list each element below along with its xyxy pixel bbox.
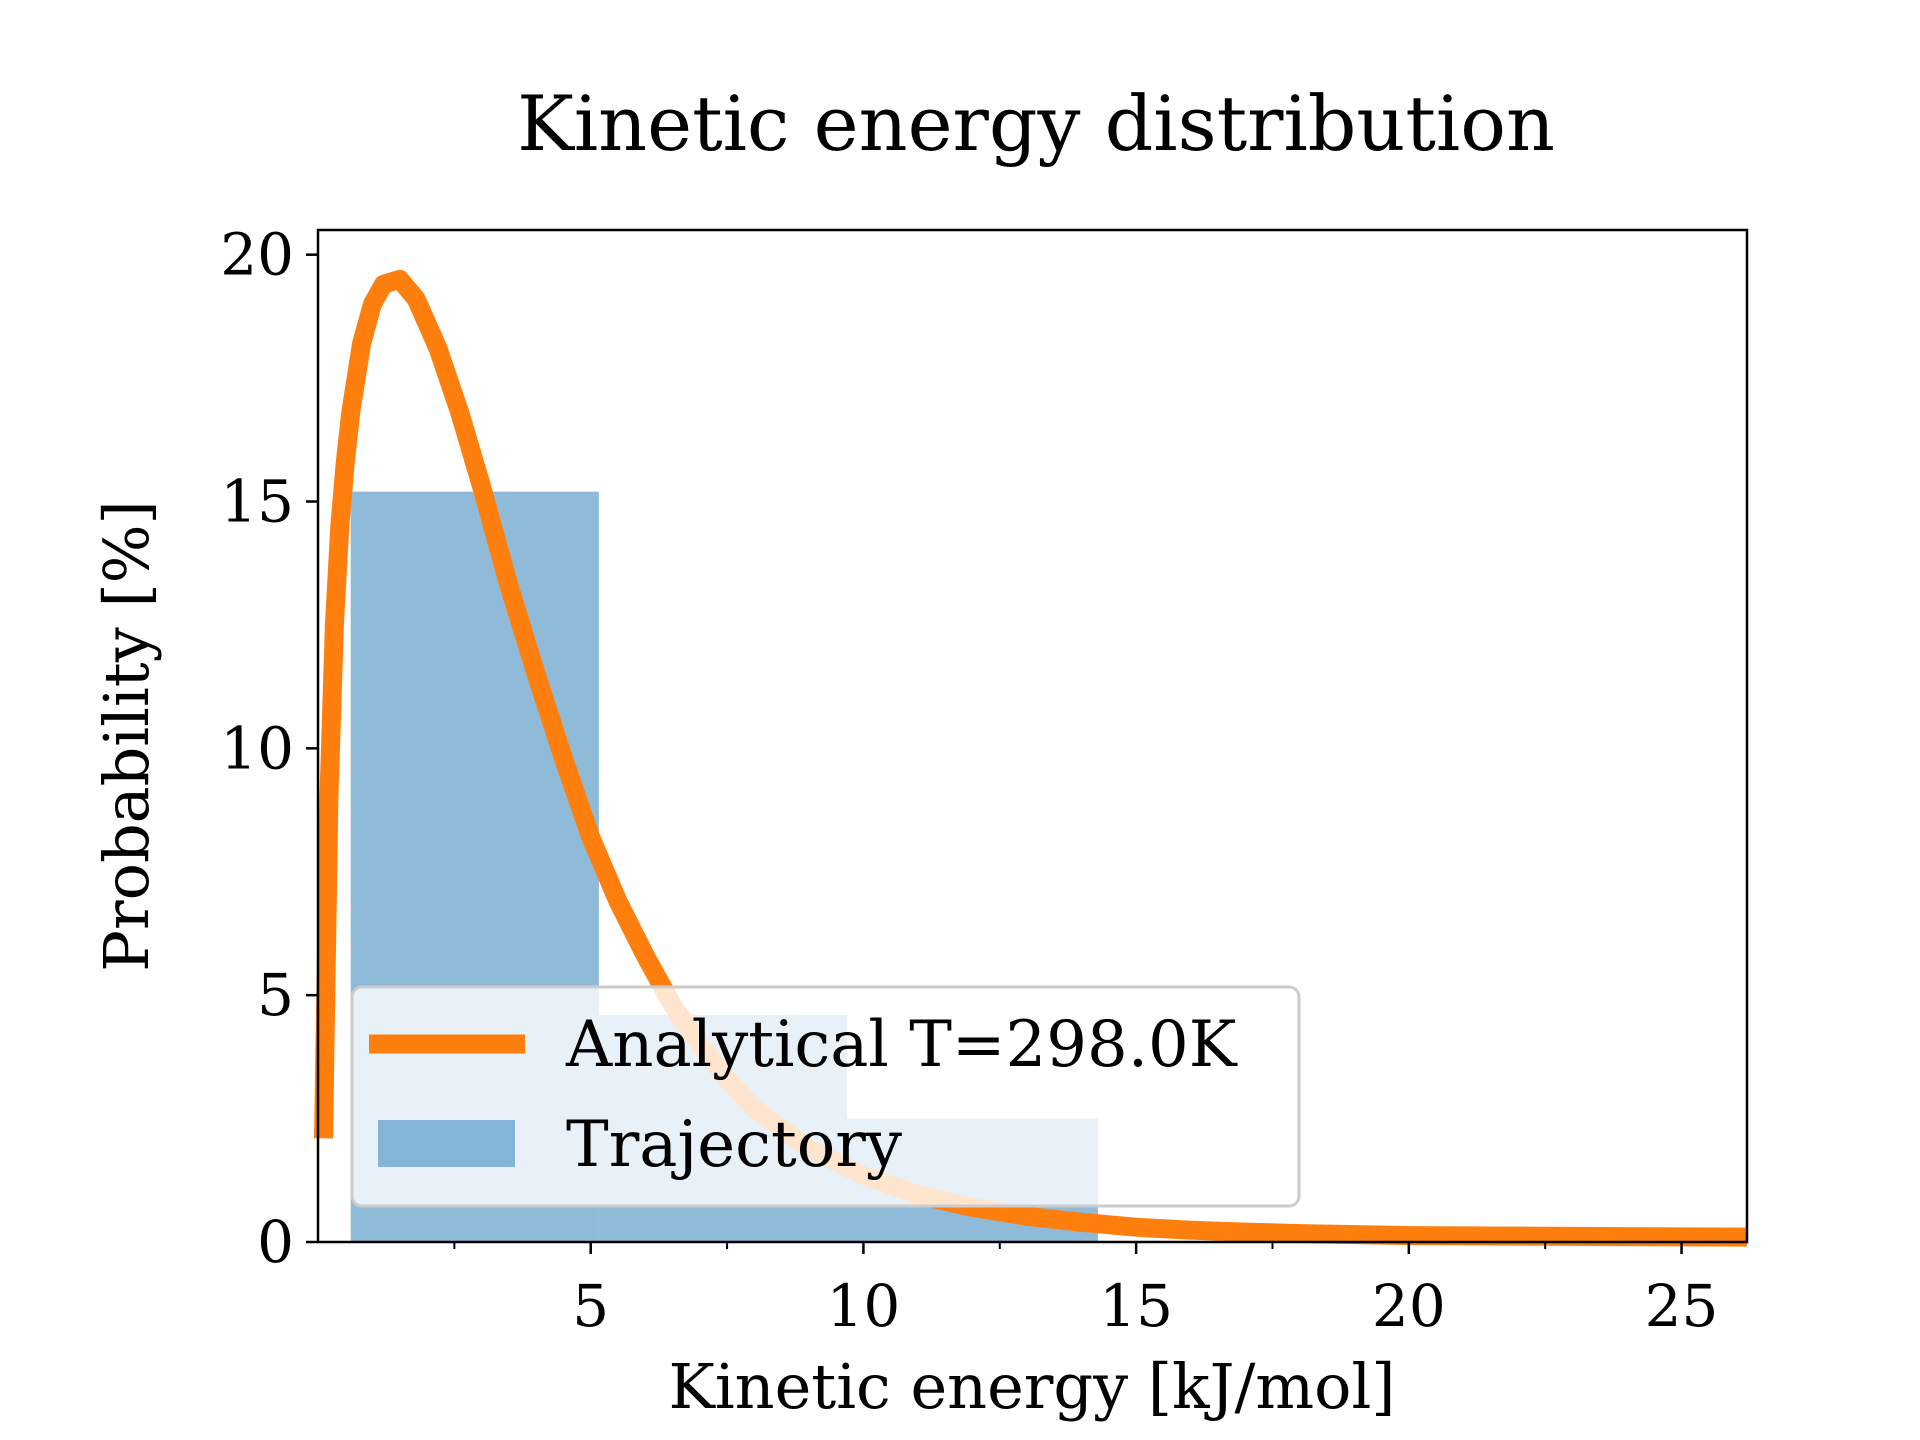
x-axis-ticks: 5 10 15 20 25: [453, 1242, 1719, 1340]
chart-title: Kinetic energy distribution: [517, 79, 1555, 168]
legend-swatch-trajectory: [378, 1120, 515, 1167]
x-axis-label: Kinetic energy [kJ/mol]: [669, 1350, 1396, 1423]
legend-box: [350, 985, 1301, 1208]
y-tick-label: 5: [257, 961, 294, 1029]
analytical-curve-layer: [314, 269, 1748, 1247]
legend-label-analytical: Analytical T=298.0K: [565, 1008, 1238, 1082]
x-tick-label: 20: [1372, 1272, 1446, 1340]
x-tick-label: 10: [827, 1272, 901, 1340]
y-tick-label: 10: [220, 714, 294, 782]
x-tick-label: 15: [1099, 1272, 1173, 1340]
plot-area-frame: [316, 228, 1749, 1244]
y-tick-label: 20: [220, 221, 294, 289]
legend-label-trajectory: Trajectory: [566, 1108, 902, 1182]
x-tick-label: 5: [572, 1272, 609, 1340]
x-tick-label: 25: [1645, 1272, 1719, 1340]
y-tick-label: 0: [257, 1208, 294, 1276]
y-axis-ticks: 0 5 10 15 20: [220, 221, 318, 1276]
y-tick-label: 15: [220, 468, 294, 536]
y-axis-label: Probability [%]: [90, 500, 163, 971]
analytical-curve-line: [314, 269, 1748, 1247]
legend: Analytical T=298.0K Trajectory: [350, 985, 1301, 1208]
